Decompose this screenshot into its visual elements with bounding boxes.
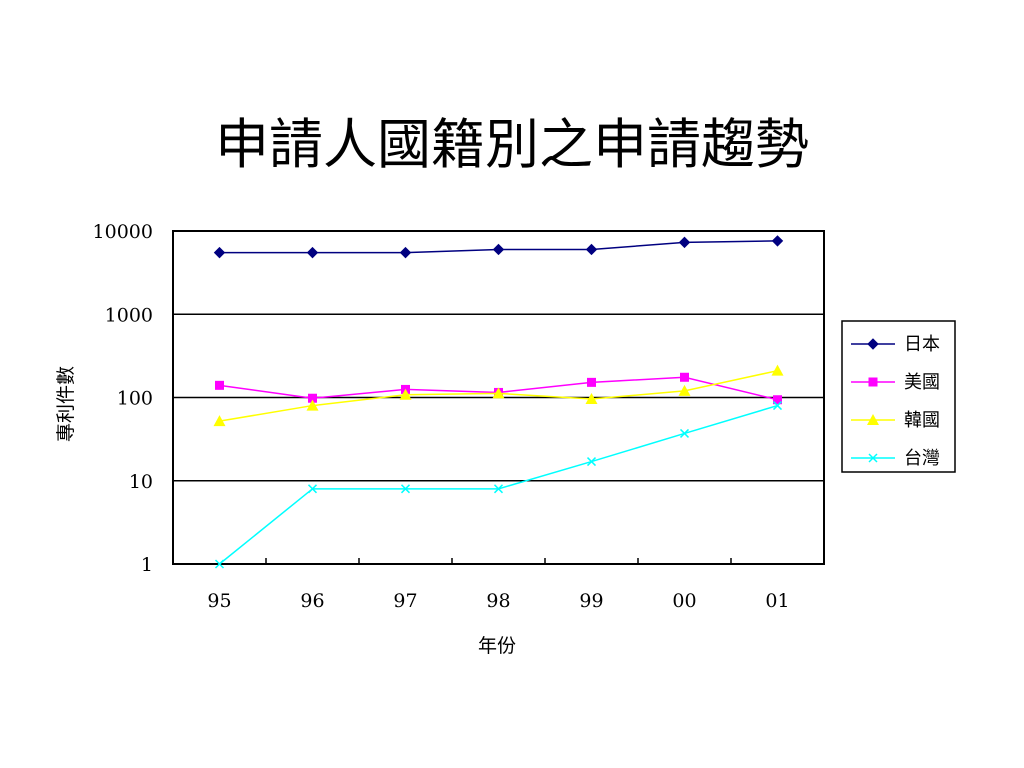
data-point <box>585 392 598 404</box>
legend-item: 韓國 <box>851 410 940 431</box>
y-tick-label: 10000 <box>93 221 153 243</box>
data-point <box>308 393 317 403</box>
data-point <box>587 377 596 387</box>
legend-marker <box>867 414 879 425</box>
data-point <box>678 384 691 396</box>
y-tick-label: 1 <box>141 554 153 576</box>
series-line <box>219 404 778 565</box>
x-axis-label: 年份 <box>478 635 516 657</box>
legend-label: 韓國 <box>904 410 940 431</box>
series-group <box>213 235 784 569</box>
data-point <box>680 372 689 382</box>
data-point <box>213 246 226 259</box>
legend-item: 日本 <box>851 334 940 355</box>
y-axis-label: 專利件數 <box>55 366 77 442</box>
legend-item: 台灣 <box>851 448 940 469</box>
chart-title: 申請人國籍別之申請趨勢 <box>215 113 809 176</box>
x-tick-label: 98 <box>486 590 510 612</box>
series-2 <box>213 364 784 427</box>
data-point <box>585 243 598 256</box>
legend-marker <box>868 453 878 463</box>
x-tick-label: 95 <box>207 590 231 612</box>
plot-area-border <box>172 230 825 565</box>
x-tick-label: 96 <box>300 590 324 612</box>
data-point <box>214 559 225 569</box>
data-point <box>213 415 226 427</box>
data-point <box>493 484 504 494</box>
y-tick-label: 100 <box>117 388 153 410</box>
y-tick-label: 10 <box>129 471 153 493</box>
legend-marker <box>867 338 879 350</box>
series-0 <box>213 235 784 259</box>
legend-label: 日本 <box>904 334 940 355</box>
series-3 <box>214 401 783 569</box>
data-point <box>306 246 319 259</box>
x-tick-label: 00 <box>672 590 696 612</box>
x-axis-tick-labels: 95 96 97 98 99 00 01 <box>207 590 789 612</box>
data-point <box>306 399 319 411</box>
data-point <box>399 388 412 400</box>
data-point <box>215 380 224 390</box>
data-point <box>400 484 411 494</box>
x-tick-label: 01 <box>765 590 789 612</box>
data-point <box>772 401 783 411</box>
data-point <box>399 246 412 259</box>
data-point <box>307 484 318 494</box>
data-point <box>492 387 505 399</box>
data-point <box>679 428 690 438</box>
legend-label: 台灣 <box>904 448 940 469</box>
data-point <box>771 235 784 247</box>
legend-item: 美國 <box>851 372 940 393</box>
data-point <box>771 364 784 376</box>
legend-box <box>841 320 956 473</box>
y-axis-tick-labels: 1 10 100 1000 10000 <box>93 221 153 576</box>
data-point <box>586 457 597 467</box>
data-point <box>492 243 505 256</box>
x-axis-ticks <box>265 558 732 564</box>
legend-label: 美國 <box>904 372 940 393</box>
data-point <box>678 236 691 249</box>
data-point <box>773 395 782 405</box>
legend-marker <box>868 377 878 387</box>
x-tick-label: 99 <box>579 590 603 612</box>
x-tick-label: 97 <box>393 590 417 612</box>
y-tick-label: 1000 <box>105 304 153 326</box>
